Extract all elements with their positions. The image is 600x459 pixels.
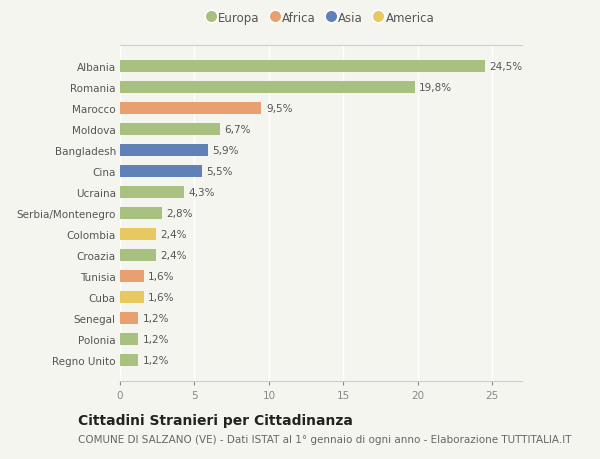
Bar	[120, 166, 202, 177]
Bar	[120, 207, 161, 219]
Text: 1,6%: 1,6%	[148, 292, 175, 302]
Bar	[120, 61, 485, 73]
Text: COMUNE DI SALZANO (VE) - Dati ISTAT al 1° gennaio di ogni anno - Elaborazione TU: COMUNE DI SALZANO (VE) - Dati ISTAT al 1…	[78, 434, 571, 444]
Text: 6,7%: 6,7%	[224, 125, 251, 134]
Bar	[120, 103, 262, 114]
Bar	[120, 229, 156, 240]
Bar	[120, 145, 208, 157]
Bar	[120, 333, 138, 345]
Text: 5,9%: 5,9%	[212, 146, 239, 156]
Text: Cittadini Stranieri per Cittadinanza: Cittadini Stranieri per Cittadinanza	[78, 413, 353, 427]
Text: 24,5%: 24,5%	[489, 62, 523, 72]
Text: 5,5%: 5,5%	[206, 167, 233, 177]
Legend: Europa, Africa, Asia, America: Europa, Africa, Asia, America	[208, 11, 434, 24]
Text: 4,3%: 4,3%	[188, 188, 215, 197]
Bar	[120, 291, 144, 303]
Text: 1,2%: 1,2%	[142, 334, 169, 344]
Bar	[120, 124, 220, 135]
Bar	[120, 82, 415, 94]
Text: 1,6%: 1,6%	[148, 271, 175, 281]
Bar	[120, 270, 144, 282]
Text: 1,2%: 1,2%	[142, 355, 169, 365]
Text: 1,2%: 1,2%	[142, 313, 169, 323]
Text: 2,4%: 2,4%	[160, 250, 187, 260]
Text: 9,5%: 9,5%	[266, 104, 292, 114]
Bar	[120, 250, 156, 261]
Bar	[120, 187, 184, 198]
Bar	[120, 313, 138, 324]
Bar	[120, 354, 138, 366]
Text: 2,8%: 2,8%	[166, 208, 193, 218]
Text: 19,8%: 19,8%	[419, 83, 452, 93]
Text: 2,4%: 2,4%	[160, 230, 187, 239]
